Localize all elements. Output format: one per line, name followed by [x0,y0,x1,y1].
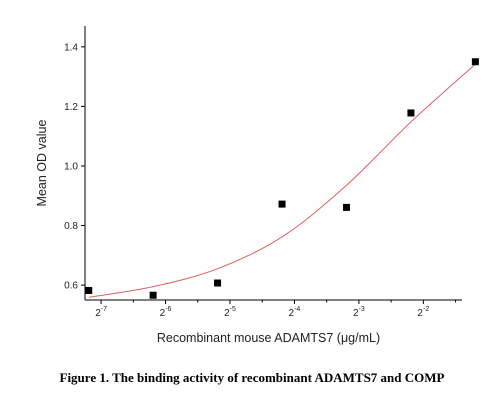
y-tick-label: 1.4 [64,42,78,53]
x-tick-label: 2-7 [95,306,107,319]
y-tick-label: 0.6 [64,281,78,292]
data-point [342,203,350,211]
data-point [407,109,415,117]
data-point [278,200,286,208]
y-axis-title: Mean OD value [35,120,49,207]
fit-curve [88,63,476,298]
data-point [149,291,157,299]
x-tick-label: 2-5 [224,306,236,319]
x-tick-label: 2-4 [289,306,301,319]
axes [84,26,462,301]
data-point [214,279,222,287]
x-tick-label: 2-3 [353,306,365,319]
x-tick-label: 2-6 [160,306,172,319]
x-axis-ticks: 2-7 2-6 2-5 2-4 2-3 2-2 [95,300,457,319]
y-tick-label: 1.2 [64,102,78,113]
x-tick-label: 2-2 [417,306,429,319]
y-axis-ticks: 0.6 0.8 1.0 1.2 1.4 [64,42,85,292]
y-tick-label: 0.8 [64,221,78,232]
data-point [85,286,93,294]
figure-caption: Figure 1. The binding activity of recomb… [59,370,445,385]
y-tick-label: 1.0 [64,161,78,172]
x-axis-title: Recombinant mouse ADAMTS7 (μg/mL) [157,331,380,345]
data-points [85,58,479,299]
data-point [471,58,479,66]
